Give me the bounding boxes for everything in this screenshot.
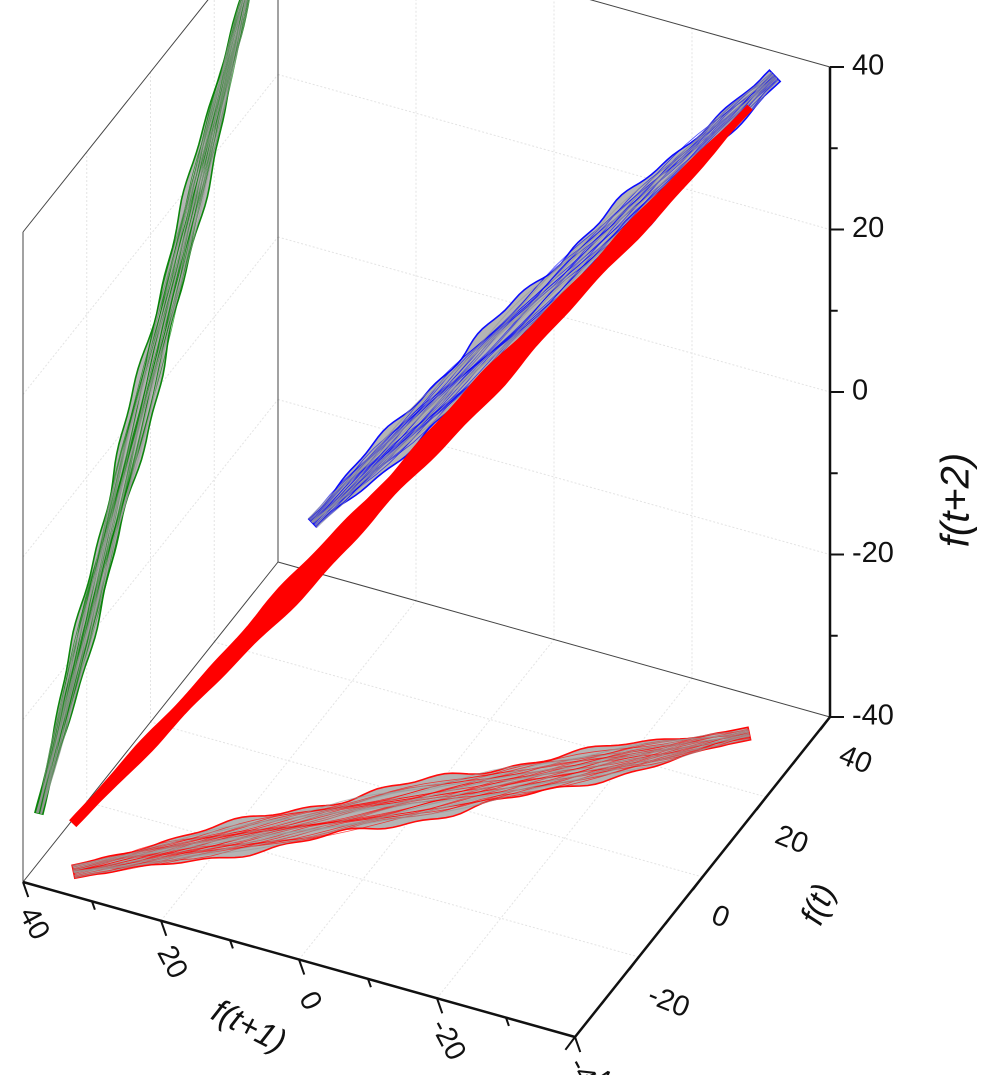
tick-mark [628,956,640,971]
grid-line [436,677,693,999]
x-tick-label: 40 [12,902,55,946]
projection-trace [37,0,242,814]
tick-mark [367,978,372,988]
projection-trace [35,0,244,813]
x-axis-title: f(t+1) [206,991,292,1059]
projection-trace [40,0,249,814]
projection-trace [73,736,751,872]
projection-trace [74,733,750,876]
x-tick-label: -20 [424,1014,472,1066]
projection-trace [41,0,250,815]
z-tick-label: -20 [852,537,894,569]
projection-trace [39,0,245,814]
grid-line [277,399,831,555]
series-trace [74,107,750,825]
projection-trace [36,0,245,813]
tick-mark [564,1036,576,1051]
grid-line [160,600,417,922]
series-trace [72,107,750,824]
projection-trace [310,73,774,522]
tick-mark [91,901,96,910]
tick-mark [664,916,672,925]
y-tick-label: 0 [707,899,734,935]
projection-trace [311,76,776,523]
grid-line [22,399,279,720]
z-axis-title: f(t+2) [934,453,978,547]
projection-trace [73,734,750,873]
tick-mark [755,796,768,811]
z-tick-label: -40 [852,700,894,732]
tick-mark [692,876,704,891]
grid-line [214,641,767,798]
z-tick-label: 20 [852,212,884,244]
grid-line [277,74,831,230]
projections [34,0,782,880]
projection-trace [72,731,750,869]
tick-mark [574,1036,582,1053]
projection-trace [36,0,244,813]
x-tick-label: 20 [150,940,193,984]
x-tick-label: 0 [292,986,328,1015]
frame-edge [277,561,831,718]
tick-mark [229,939,234,949]
projection-trace [37,0,243,814]
projection-trace [307,73,774,519]
tick-mark [792,756,799,765]
tick-mark [819,716,831,731]
z-tick-label: 40 [852,50,884,82]
tick-mark [22,881,30,898]
tick-mark [728,836,736,845]
tick-mark [600,996,608,1005]
projection-trace [311,72,773,523]
y-tick-label: 40 [835,739,877,781]
grid-line [150,721,703,878]
tick-mark [160,920,168,937]
tick-mark [436,997,444,1014]
tick-mark [298,959,306,975]
projection-trace [73,730,749,872]
projection-trace [72,729,749,866]
projection-trace [35,0,243,813]
z-tick-label: 0 [852,375,868,407]
grid-line [22,74,279,395]
grid-line [86,801,639,958]
frame-edge [589,0,831,68]
y-tick-label: 20 [771,819,813,861]
frame-edge [22,0,209,233]
grid-line [277,236,831,393]
series [69,104,753,828]
tick-mark [505,1017,510,1027]
series-trace [70,105,749,822]
y-axis-title: f(t) [793,878,842,929]
y-tick-label: -20 [643,979,694,1024]
series-trace [72,107,751,824]
projection-trace [40,0,247,814]
frame-edge [22,561,279,883]
projection-trace [74,735,750,879]
series-trace [73,108,752,825]
